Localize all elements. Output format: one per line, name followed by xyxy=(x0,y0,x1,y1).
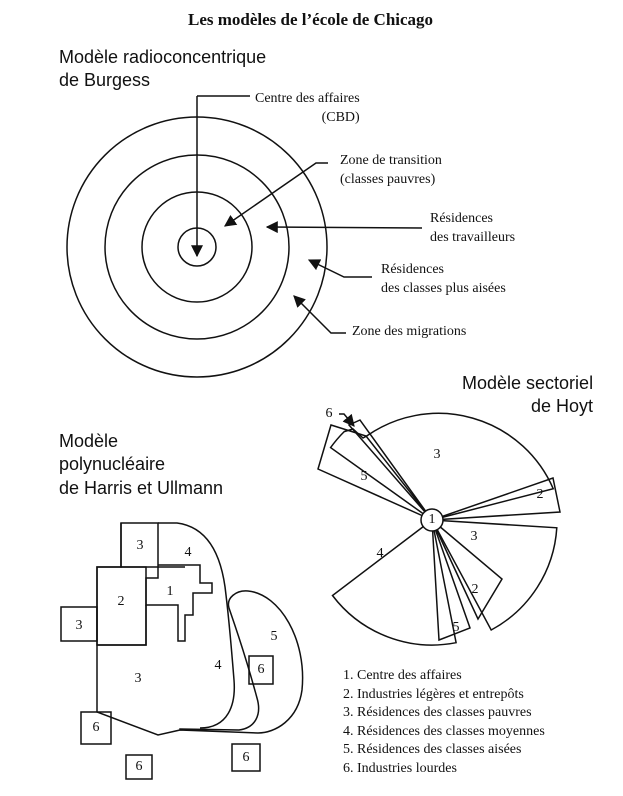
legend-item: 4. Résidences des classes moyennes xyxy=(343,723,545,739)
hoyt-label-6: 6 xyxy=(325,406,333,421)
harris-title-line3: de Harris et Ullmann xyxy=(59,477,224,498)
legend-item: 3. Résidences des classes pauvres xyxy=(343,705,532,721)
burgess-label-migrations: Zone des migrations xyxy=(352,323,466,342)
burgess-label-transition: Zone de transition (classes pauvres) xyxy=(340,152,442,190)
hoyt-sector-5-top xyxy=(317,424,433,521)
harris-label-1: 1 xyxy=(166,584,174,599)
harris-region-4-top xyxy=(158,522,236,729)
arrow-migrations xyxy=(293,295,346,334)
arrow-transition xyxy=(224,162,328,227)
harris-box-6-center xyxy=(248,655,274,685)
harris-region-1 xyxy=(145,564,213,642)
hoyt-label-4: 4 xyxy=(376,546,384,561)
hoyt-arrow-6 xyxy=(339,413,355,427)
burgess-title: Modèle radioconcentrique de Burgess xyxy=(59,46,266,93)
hoyt-sector-2-lower xyxy=(431,519,503,621)
page-title: Les modèles de l’école de Chicago xyxy=(188,10,434,29)
burgess-title-line2: de Burgess xyxy=(59,70,151,91)
burgess-label-affluent: Résidences des classes plus aisées xyxy=(381,261,506,299)
harris-label-6-right: 6 xyxy=(242,750,250,765)
hoyt-label-5-top: 5 xyxy=(360,469,368,484)
harris-title-line1: Modèle xyxy=(59,431,119,451)
harris-label-2: 2 xyxy=(117,594,125,609)
burgess-label-workers: Résidences des travailleurs xyxy=(430,210,515,248)
legend-item: 1. Centre des affaires xyxy=(343,668,462,683)
burgess-label-workers-line1: Résidences xyxy=(430,211,493,226)
hoyt-sector-2-right xyxy=(431,477,561,521)
harris-label-3-top: 3 xyxy=(136,538,144,553)
hoyt-title-line2: de Hoyt xyxy=(531,396,594,417)
hoyt-diagram xyxy=(317,412,561,646)
burgess-label-transition-line1: Zone de transition xyxy=(340,153,442,168)
burgess-title-line1: Modèle radioconcentrique xyxy=(59,47,267,67)
burgess-label-cbd-line1: Centre des affaires xyxy=(255,91,360,106)
hoyt-outer-shape xyxy=(329,412,558,646)
burgess-label-affluent-line2: des classes plus aisées xyxy=(381,280,506,296)
hoyt-center-circle xyxy=(420,508,444,532)
legend-item: 6. Industries lourdes xyxy=(343,760,457,776)
harris-diagram xyxy=(60,522,304,780)
burgess-diagram xyxy=(66,95,423,378)
harris-label-5: 5 xyxy=(270,629,278,644)
burgess-label-migrations-line1: Zone des migrations xyxy=(352,324,467,339)
harris-outer-shape xyxy=(96,523,304,736)
hoyt-title-line1: Modèle sectoriel xyxy=(462,373,594,393)
burgess-label-transition-line2: (classes pauvres) xyxy=(340,171,436,187)
legend-item: 2. Industries légères et entrepôts xyxy=(343,686,524,702)
harris-box-6-bottom xyxy=(125,754,153,780)
harris-box-6-left xyxy=(80,711,112,745)
burgess-label-workers-line2: des travailleurs xyxy=(430,229,516,245)
harris-label-3-left: 3 xyxy=(75,618,83,633)
hoyt-label-3-right: 3 xyxy=(470,529,478,544)
hoyt-label-2-lower: 2 xyxy=(471,582,479,597)
harris-label-6-bottom: 6 xyxy=(135,759,143,774)
legend: 1. Centre des affaires 2. Industries lég… xyxy=(343,667,545,779)
hoyt-label-center: 1 xyxy=(428,512,436,527)
harris-title-line2: polynucléaire xyxy=(59,454,166,475)
hoyt-title: Modèle sectoriel de Hoyt xyxy=(462,372,593,419)
arrow-affluent xyxy=(307,259,372,278)
legend-item: 5. Résidences des classes aisées xyxy=(343,742,522,758)
hoyt-label-5-lower: 5 xyxy=(452,620,460,635)
burgess-label-cbd: Centre des affaires (CBD) xyxy=(255,90,360,128)
hoyt-label-3-top: 3 xyxy=(433,447,441,462)
hoyt-sector-5-lower xyxy=(431,519,471,642)
harris-label-6-center: 6 xyxy=(257,662,265,677)
harris-label-4-bottom: 4 xyxy=(214,658,222,673)
harris-region-3-left xyxy=(60,606,98,642)
burgess-label-cbd-line2: (CBD) xyxy=(321,109,360,125)
arrow-workers xyxy=(265,221,423,234)
harris-title: Modèle polynucléaire de Harris et Ullman… xyxy=(59,430,223,500)
burgess-label-affluent-line1: Résidences xyxy=(381,262,444,277)
harris-region-3-divider xyxy=(97,605,147,646)
harris-box-6-right xyxy=(231,743,261,772)
harris-label-3-bottom: 3 xyxy=(134,671,142,686)
harris-label-6-left: 6 xyxy=(92,720,100,735)
hoyt-label-2-right: 2 xyxy=(536,487,544,502)
harris-label-4-top: 4 xyxy=(184,545,192,560)
